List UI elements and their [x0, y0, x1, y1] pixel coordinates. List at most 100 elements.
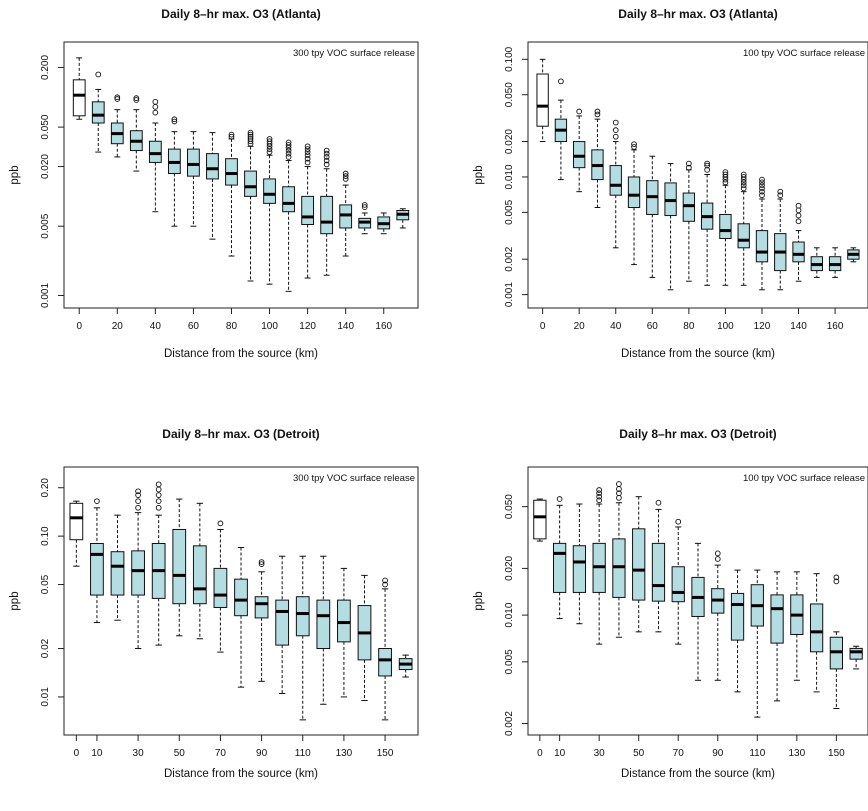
y-tick-label: 0.05: [40, 574, 51, 594]
outlier-point: [133, 95, 140, 101]
box-iqr: [172, 528, 187, 605]
panel-detroit-100tpy: Daily 8–hr max. O3 (Detroit) 100 tpy VOC…: [473, 427, 868, 780]
box-iqr: [809, 603, 824, 653]
outlier-point: [247, 131, 254, 138]
box-iqr: [849, 647, 863, 660]
x-tick-label: 70: [673, 748, 685, 759]
x-tick-label: 130: [336, 748, 353, 759]
chart-annotation: 300 tpy VOC surface release: [293, 48, 415, 59]
chart-annotation: 100 tpy VOC surface release: [743, 473, 865, 484]
outlier-point: [114, 94, 121, 101]
outlier-point: [285, 147, 292, 154]
box-iqr: [69, 502, 84, 541]
outlier-point: [759, 188, 765, 195]
outlier-point: [655, 499, 662, 506]
box-iqr: [609, 165, 622, 196]
y-tick-label: 0.005: [504, 649, 515, 674]
outlier-point: [833, 574, 840, 581]
box-iqr: [378, 648, 392, 677]
outlier-point: [342, 176, 349, 182]
outlier-point: [266, 136, 273, 142]
box-iqr: [213, 567, 228, 608]
y-tick-label: 0.020: [40, 154, 51, 179]
plot-frame: [63, 41, 419, 309]
outlier-point: [152, 109, 159, 116]
outlier-point: [152, 98, 159, 105]
box-iqr: [254, 596, 269, 619]
y-tick-label: 0.10: [40, 526, 51, 546]
box-iqr: [730, 592, 745, 641]
x-tick-label: 160: [375, 321, 392, 332]
x-tick-label: 30: [133, 748, 145, 759]
y-tick-label: 0.020: [504, 129, 515, 154]
x-tick-label: 140: [337, 321, 354, 332]
outlier-point: [722, 169, 729, 175]
y-tick-label: 0.010: [504, 602, 515, 627]
box-iqr: [234, 578, 248, 617]
outlier-point: [596, 497, 603, 504]
outlier-point: [114, 96, 121, 102]
box-iqr: [553, 542, 567, 593]
outlier-point: [777, 188, 784, 195]
outlier-point: [596, 490, 603, 497]
outlier-point: [258, 559, 265, 565]
outlier-point: [833, 578, 840, 585]
box-iqr: [651, 542, 666, 602]
box-iqr: [792, 241, 805, 263]
outlier-point: [323, 154, 330, 160]
outlier-point: [228, 131, 235, 138]
outlier-point: [740, 179, 747, 186]
outlier-point: [777, 192, 784, 199]
x-tick-label: 80: [683, 321, 695, 332]
x-tick-label: 90: [256, 748, 268, 759]
box-iqr: [263, 178, 276, 204]
outlier-point: [323, 147, 330, 154]
box-iqr: [573, 141, 586, 169]
x-axis-label: Distance from the source (km): [164, 768, 318, 780]
y-tick-label: 0.002: [504, 246, 515, 271]
outlier-point: [266, 138, 273, 145]
plot-frame: [63, 466, 419, 736]
outlier-point: [616, 494, 622, 501]
x-tick-label: 160: [827, 321, 844, 332]
outlier-point: [361, 204, 368, 210]
box-iqr: [719, 213, 732, 239]
box-iqr: [572, 545, 587, 593]
box-iqr: [316, 599, 331, 650]
x-tick-label: 140: [790, 321, 807, 332]
y-tick-label: 0.20: [40, 478, 51, 498]
box-iqr: [339, 204, 353, 229]
x-axis-label: Distance from the source (km): [621, 768, 775, 780]
y-axis-label: ppb: [473, 165, 485, 184]
box-iqr: [533, 499, 547, 540]
outlier-point: [704, 160, 710, 167]
outlier-point: [133, 97, 140, 103]
x-tick-label: 120: [754, 321, 771, 332]
outlier-point: [612, 119, 619, 126]
y-tick-label: 0.005: [504, 199, 515, 224]
outlier-point: [795, 218, 802, 225]
outlier-point: [285, 142, 292, 148]
outlier-point: [596, 493, 603, 500]
box-iqr: [632, 528, 646, 601]
outlier-point: [740, 182, 747, 189]
outlier-point: [304, 143, 311, 150]
outlier-point: [759, 179, 765, 186]
box-iqr: [90, 542, 104, 596]
outlier-point: [135, 498, 141, 505]
outlier-point: [155, 486, 162, 493]
y-tick-label: 0.005: [40, 213, 51, 238]
outlier-point: [155, 504, 162, 511]
x-tick-label: 90: [712, 748, 724, 759]
outlier-point: [135, 488, 141, 495]
box-series: [536, 58, 860, 291]
outlier-point: [558, 78, 564, 85]
outlier-point: [382, 581, 388, 588]
outlier-point: [759, 176, 765, 183]
x-axis-label: Distance from the source (km): [621, 348, 775, 360]
chart-title: Daily 8–hr max. O3 (Detroit): [619, 427, 776, 441]
y-axis-label: ppb: [9, 165, 21, 184]
box-iqr: [770, 594, 784, 644]
box-iqr: [275, 599, 290, 646]
box-series: [533, 481, 863, 718]
